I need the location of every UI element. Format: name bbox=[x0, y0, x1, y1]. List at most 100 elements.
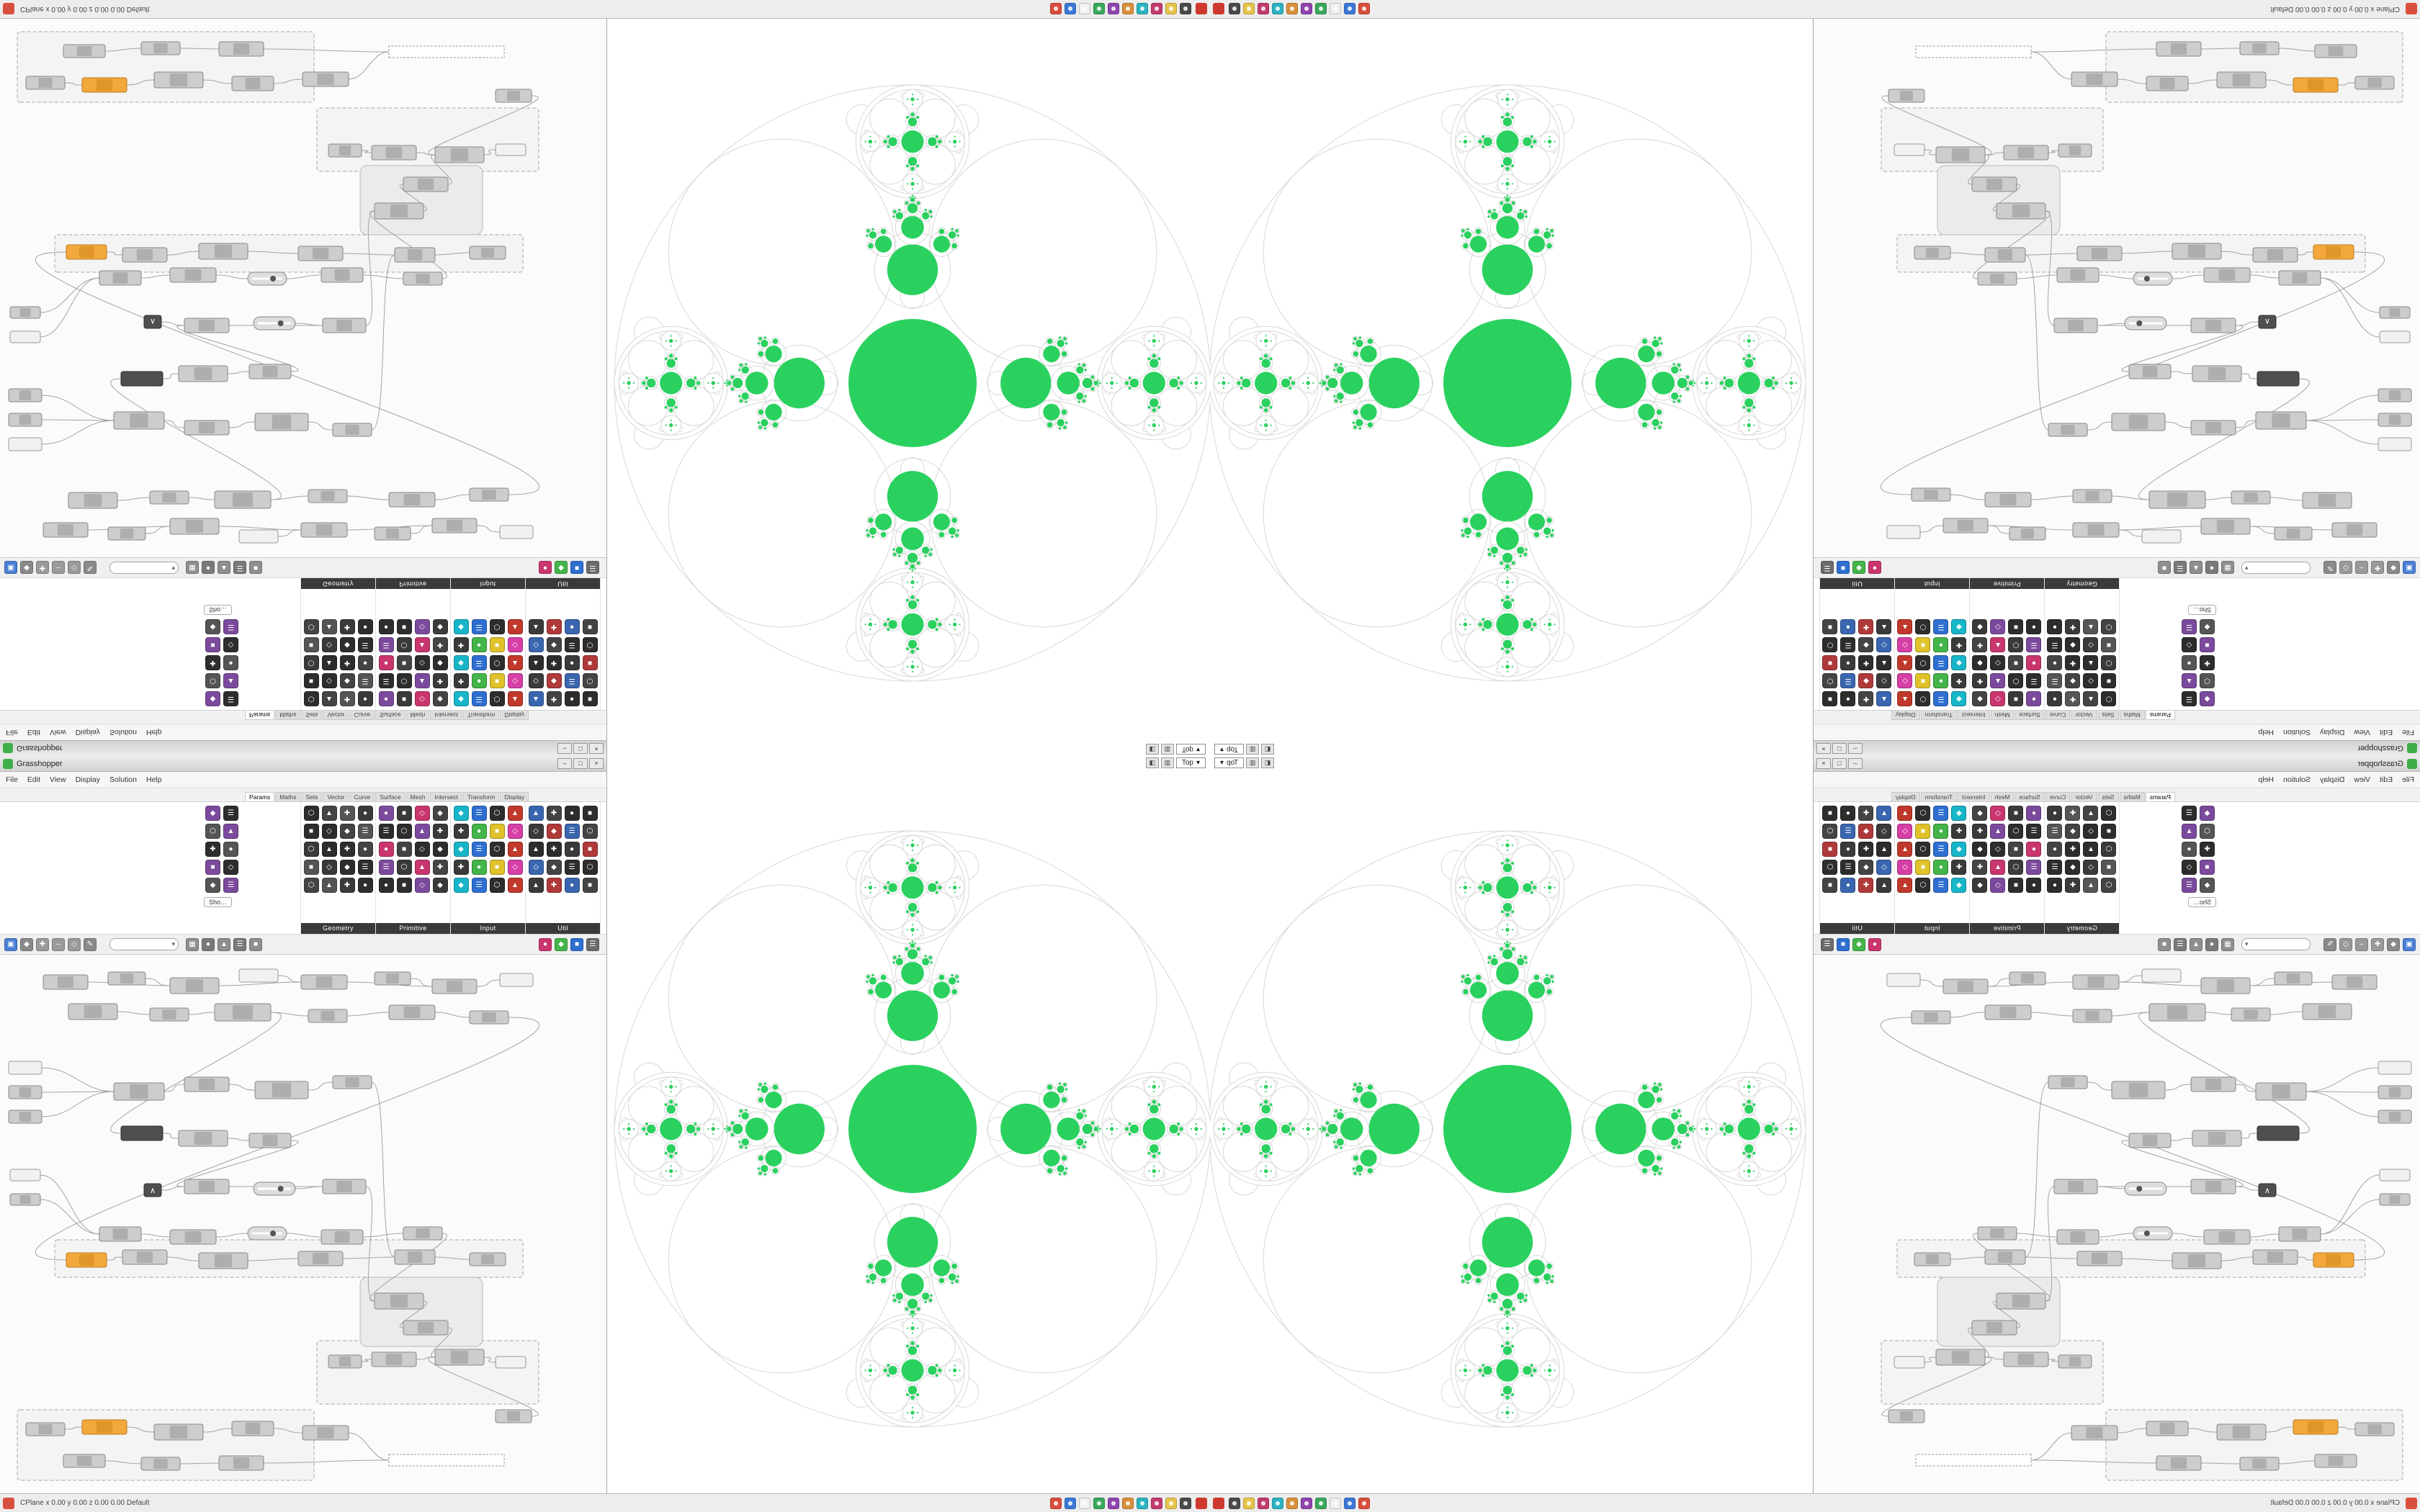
grasshopper-title-bar[interactable]: Grasshopper – □ × bbox=[0, 756, 606, 772]
panel-name[interactable]: Input bbox=[1895, 923, 1969, 934]
component-icon[interactable]: ✚ bbox=[339, 619, 355, 634]
tray-icon[interactable] bbox=[1358, 1497, 1370, 1509]
component-icon[interactable]: ◇ bbox=[1990, 806, 2006, 821]
component-icon[interactable]: ⬡ bbox=[2008, 824, 2024, 839]
tray-icon[interactable] bbox=[1093, 1497, 1105, 1509]
tab-sets[interactable]: Sets bbox=[2097, 711, 2119, 720]
viewport-layout-icon[interactable]: ◧ bbox=[1145, 744, 1159, 755]
preview-on-icon[interactable]: ◆ bbox=[555, 937, 568, 951]
component-icon[interactable]: ◆ bbox=[453, 655, 469, 670]
node-graph[interactable]: ∧ bbox=[1814, 17, 2420, 557]
component-icon[interactable]: ■ bbox=[489, 637, 505, 652]
component-icon[interactable]: ☰ bbox=[1840, 824, 1856, 839]
component-icon[interactable]: ◇ bbox=[223, 637, 238, 652]
component-icon[interactable]: ✚ bbox=[1972, 860, 1988, 875]
component-icon[interactable]: ☰ bbox=[1933, 878, 1949, 893]
component-icon[interactable]: ⬡ bbox=[303, 619, 319, 634]
component-icon[interactable]: ◆ bbox=[2200, 878, 2215, 893]
tab-mesh[interactable]: Mesh bbox=[1990, 711, 2015, 720]
component-icon[interactable]: ✚ bbox=[339, 691, 355, 706]
component-icon[interactable]: ◆ bbox=[1951, 655, 1967, 670]
display-sphere-icon[interactable]: ● bbox=[539, 561, 552, 575]
tray-icon[interactable] bbox=[1243, 3, 1255, 15]
show-all-button[interactable]: Sho… bbox=[204, 605, 233, 615]
zoom-extents-icon[interactable]: ◇ bbox=[2339, 561, 2352, 575]
save-icon[interactable]: ▣ bbox=[4, 937, 17, 951]
component-icon[interactable]: ⬡ bbox=[489, 655, 505, 670]
component-icon[interactable]: ◇ bbox=[2083, 637, 2099, 652]
rhino-viewport[interactable]: ◧ ▥ Top ▾ bbox=[1210, 756, 1813, 1493]
tray-icon[interactable] bbox=[1065, 1497, 1076, 1509]
tab-maths[interactable]: Maths bbox=[275, 711, 301, 720]
component-icon[interactable]: ✚ bbox=[2065, 691, 2081, 706]
component-icon[interactable]: ■ bbox=[2008, 691, 2024, 706]
tab-intersect[interactable]: Intersect bbox=[430, 711, 462, 720]
sketch-icon[interactable]: ✎ bbox=[84, 937, 97, 951]
tab-display[interactable]: Display bbox=[500, 792, 529, 801]
component-icon[interactable]: ● bbox=[564, 842, 580, 857]
component-icon[interactable]: ⬡ bbox=[1822, 824, 1838, 839]
tab-mesh[interactable]: Mesh bbox=[405, 792, 430, 801]
component-icon[interactable]: ◆ bbox=[2200, 691, 2215, 706]
tray-icon[interactable] bbox=[1272, 3, 1283, 15]
component-icon[interactable]: ☰ bbox=[471, 806, 487, 821]
component-icon[interactable]: ✚ bbox=[2065, 806, 2081, 821]
component-icon[interactable]: ☰ bbox=[471, 655, 487, 670]
tab-curve[interactable]: Curve bbox=[2045, 711, 2071, 720]
component-icon[interactable]: ● bbox=[2182, 842, 2197, 857]
component-icon[interactable]: ◆ bbox=[1972, 691, 1988, 706]
viewport-grid-icon[interactable]: ▥ bbox=[1246, 744, 1260, 755]
component-icon[interactable]: ▲ bbox=[321, 619, 337, 634]
component-icon[interactable]: ◇ bbox=[507, 637, 523, 652]
sketch-icon[interactable]: ✎ bbox=[2323, 561, 2336, 575]
component-icon[interactable]: ☰ bbox=[2182, 691, 2197, 706]
panel-name[interactable]: Input bbox=[1895, 578, 1969, 589]
component-icon[interactable]: ⬡ bbox=[2101, 878, 2117, 893]
component-icon[interactable]: ■ bbox=[205, 637, 220, 652]
tab-curve[interactable]: Curve bbox=[349, 711, 375, 720]
component-icon[interactable]: ● bbox=[2026, 655, 2042, 670]
component-icon[interactable]: ▲ bbox=[507, 619, 523, 634]
menu-item-help[interactable]: Help bbox=[2258, 775, 2275, 784]
component-icon[interactable]: ☰ bbox=[2047, 673, 2063, 688]
tray-icon[interactable] bbox=[1137, 3, 1148, 15]
component-icon[interactable]: ● bbox=[223, 842, 238, 857]
tray-icon[interactable] bbox=[1330, 1497, 1341, 1509]
cluster-icon[interactable]: ● bbox=[2205, 937, 2218, 951]
tray-icon[interactable] bbox=[1065, 3, 1076, 15]
component-icon[interactable]: ▲ bbox=[2083, 842, 2099, 857]
component-icon[interactable]: ◆ bbox=[432, 655, 448, 670]
component-icon[interactable]: ▲ bbox=[1990, 860, 2006, 875]
tab-mesh[interactable]: Mesh bbox=[405, 711, 430, 720]
component-icon[interactable]: ⬡ bbox=[303, 655, 319, 670]
component-icon[interactable]: ● bbox=[1840, 842, 1856, 857]
component-icon[interactable]: ● bbox=[2047, 691, 2063, 706]
component-icon[interactable]: ● bbox=[1933, 637, 1949, 652]
component-icon[interactable]: ◆ bbox=[339, 824, 355, 839]
menu-item-file[interactable]: File bbox=[6, 775, 18, 784]
component-icon[interactable]: ◆ bbox=[1972, 878, 1988, 893]
component-icon[interactable]: ◇ bbox=[1897, 673, 1913, 688]
open-icon[interactable]: ◆ bbox=[2387, 561, 2400, 575]
start-icon[interactable] bbox=[3, 3, 14, 15]
tab-vector[interactable]: Vector bbox=[2071, 792, 2097, 801]
rhino-viewport[interactable]: ◧ ▥ Top ▾ bbox=[1210, 19, 1813, 756]
component-icon[interactable]: ■ bbox=[2101, 637, 2117, 652]
component-icon[interactable]: ◇ bbox=[1897, 637, 1913, 652]
component-icon[interactable]: ◆ bbox=[2200, 806, 2215, 821]
close-button[interactable]: × bbox=[589, 743, 604, 754]
tray-icon[interactable] bbox=[1301, 3, 1312, 15]
component-icon[interactable]: ✚ bbox=[2065, 878, 2081, 893]
notification-icon[interactable] bbox=[1213, 3, 1224, 15]
tray-icon[interactable] bbox=[1330, 3, 1341, 15]
component-icon[interactable]: ⬡ bbox=[2200, 824, 2215, 839]
component-icon[interactable]: ■ bbox=[1822, 878, 1838, 893]
menu-item-edit[interactable]: Edit bbox=[27, 728, 41, 737]
menu-item-view[interactable]: View bbox=[2354, 728, 2370, 737]
component-icon[interactable]: ■ bbox=[2101, 860, 2117, 875]
component-icon[interactable]: ● bbox=[357, 655, 373, 670]
component-icon[interactable]: ◇ bbox=[414, 619, 430, 634]
tab-surface[interactable]: Surface bbox=[2015, 711, 2045, 720]
component-icon[interactable]: ◇ bbox=[1990, 619, 2006, 634]
component-icon[interactable]: ✚ bbox=[2200, 655, 2215, 670]
